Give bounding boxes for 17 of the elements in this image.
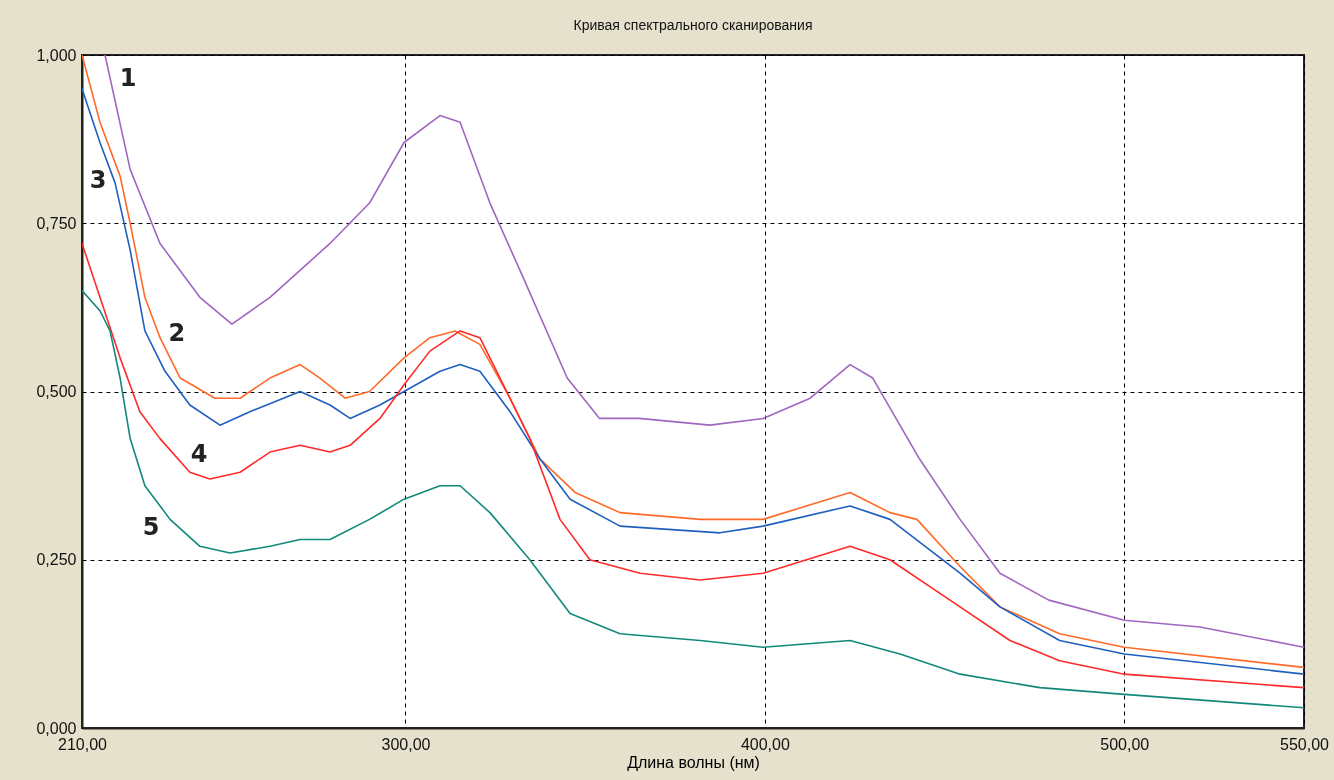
- series-label: 3: [89, 165, 107, 194]
- series-label: 5: [142, 513, 160, 542]
- x-axis-title: Длина волны (нм): [627, 753, 760, 771]
- series-label: 2: [168, 318, 186, 347]
- x-tick-label: 500,00: [1100, 735, 1150, 753]
- y-tick-label: 0,500: [36, 383, 77, 400]
- y-tick-label: 1,000: [36, 46, 77, 64]
- x-tick-label: 550,00: [1280, 735, 1330, 753]
- x-tick-label: 210,00: [58, 735, 108, 753]
- y-tick-label: 0,750: [36, 214, 77, 232]
- series-label: 4: [190, 440, 208, 469]
- x-tick-label: 300,00: [381, 735, 431, 753]
- series-label: 1: [119, 63, 137, 92]
- y-tick-label: 0,000: [36, 719, 77, 737]
- chart-title: Кривая спектрального сканирования: [573, 17, 813, 33]
- x-tick-label: 400,00: [740, 735, 790, 753]
- y-tick-label: 0,250: [36, 551, 77, 569]
